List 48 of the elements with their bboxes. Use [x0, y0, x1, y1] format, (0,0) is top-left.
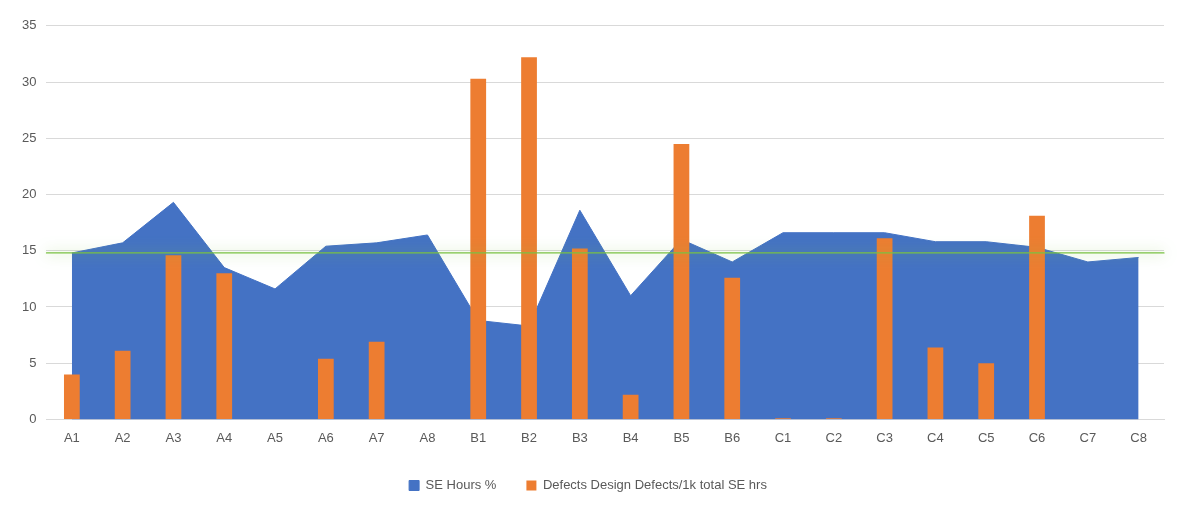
x-tick-label: A7	[368, 429, 385, 445]
y-tick-label: 30	[21, 73, 37, 89]
y-tick-label: 25	[21, 129, 37, 145]
legend-label: SE Hours %	[425, 477, 497, 493]
bar	[673, 143, 690, 419]
x-tick-label: C7	[1079, 429, 1097, 445]
y-tick-label: 15	[21, 242, 37, 258]
x-tick-label: A3	[165, 429, 182, 445]
y-tick-label: 10	[21, 298, 37, 314]
bar	[1029, 215, 1045, 419]
x-tick-label: A4	[216, 429, 233, 445]
x-tick-label: C1	[774, 429, 792, 445]
bar	[368, 341, 385, 419]
x-tick-label: C5	[977, 429, 995, 445]
bar	[724, 277, 741, 419]
bar	[521, 57, 537, 419]
bar	[63, 374, 80, 419]
x-tick-label: A6	[317, 429, 334, 445]
x-tick-label: B6	[724, 429, 741, 445]
legend-label: Defects Design Defects/1k total SE hrs	[542, 477, 768, 493]
bar	[317, 358, 334, 419]
x-tick-label: C2	[825, 429, 843, 445]
bar	[571, 248, 588, 419]
bar	[927, 347, 944, 419]
bar	[216, 273, 233, 419]
bar	[165, 255, 182, 419]
bar	[876, 238, 893, 419]
x-tick-label: B1	[470, 429, 487, 445]
x-tick-label: B2	[521, 429, 537, 445]
y-tick-label: 20	[21, 186, 37, 202]
x-tick-label: C8	[1130, 429, 1147, 445]
x-tick-label: A8	[419, 429, 436, 445]
y-tick-label: 0	[29, 410, 37, 426]
x-tick-label: B4	[622, 429, 639, 445]
x-tick-label: B5	[673, 429, 690, 445]
x-tick-label: A2	[114, 429, 131, 445]
bar	[114, 350, 131, 419]
x-tick-label: A5	[267, 429, 283, 445]
bar	[622, 394, 639, 419]
y-tick-label: 35	[21, 17, 37, 33]
bar	[470, 78, 487, 419]
x-tick-label: C6	[1028, 429, 1046, 445]
y-tick-label: 5	[29, 354, 37, 370]
x-tick-label: B3	[571, 429, 588, 445]
bar	[978, 363, 995, 419]
x-tick-label: A1	[63, 429, 80, 445]
x-tick-label: C4	[927, 429, 944, 445]
x-tick-label: C3	[876, 429, 893, 445]
